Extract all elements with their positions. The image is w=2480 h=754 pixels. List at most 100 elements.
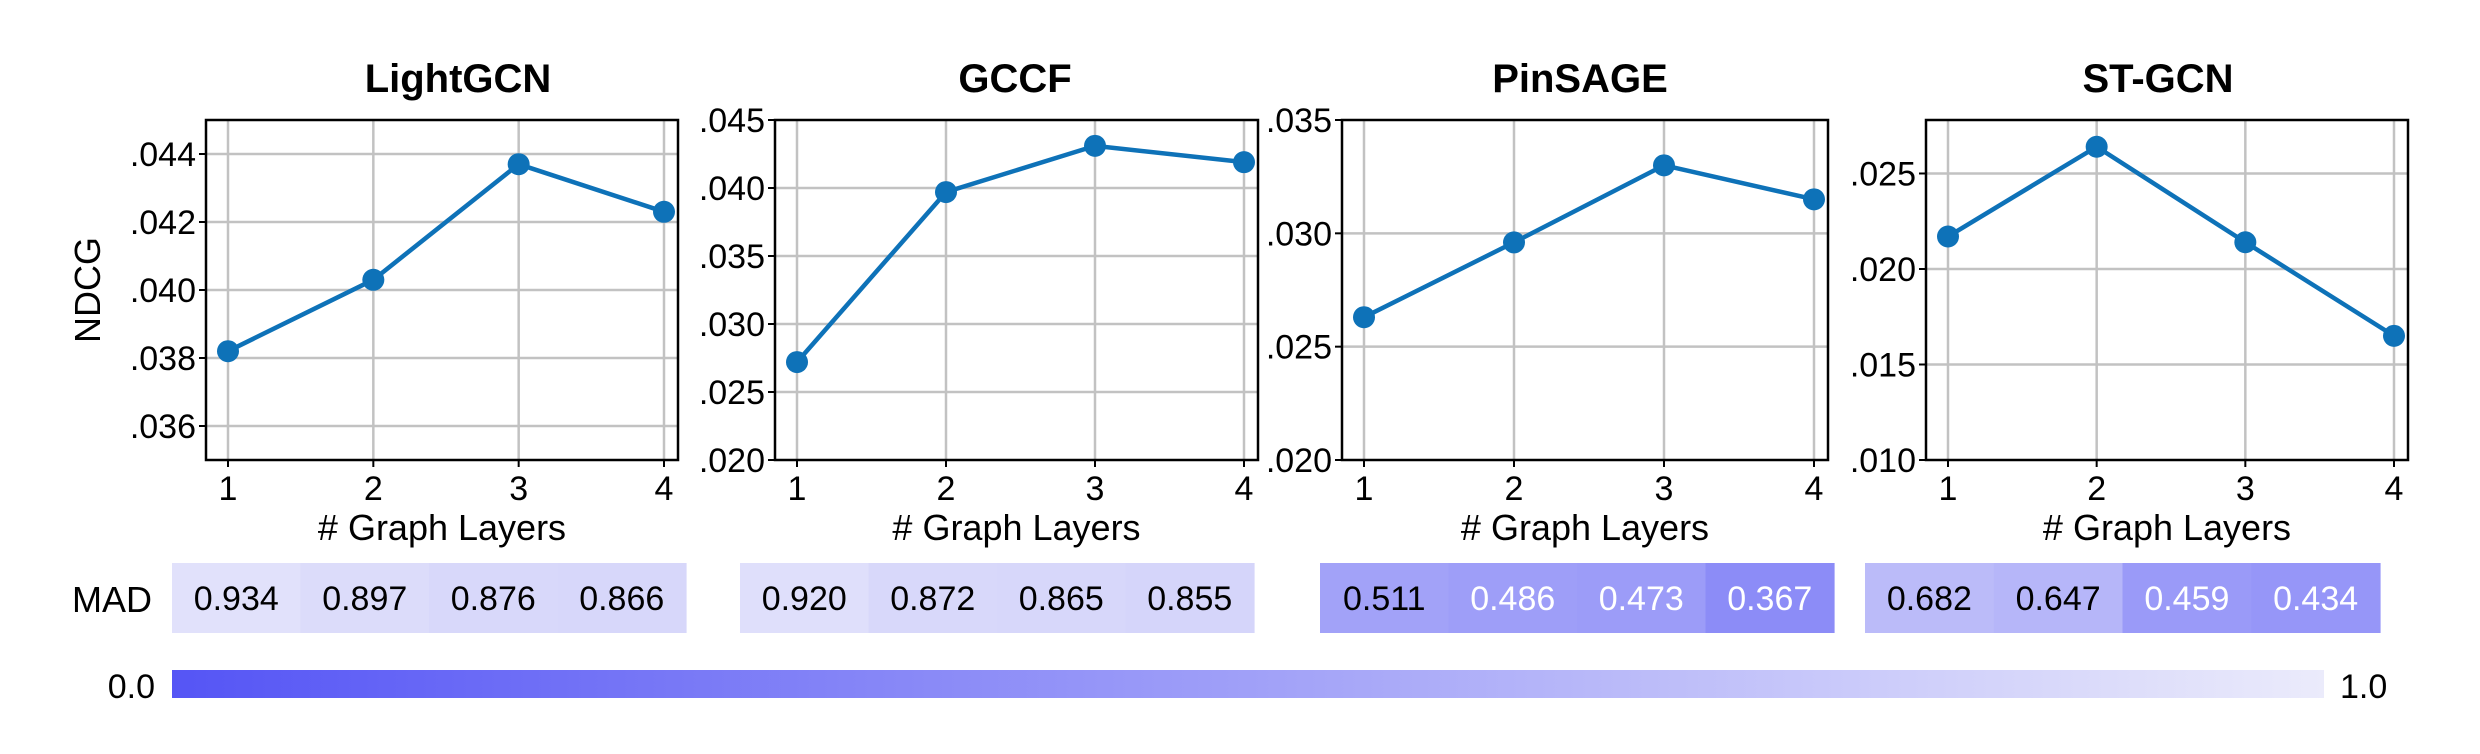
x-tick-label: 2 [1505, 470, 1524, 508]
x-tick-label: 3 [2236, 470, 2255, 508]
panel-4: ST-GCN .010 .015 .020 .025 1 2 3 4 # Graph Layers… [1850, 57, 2410, 633]
mad-cell-value: 0.934 [194, 580, 279, 618]
mad-cell-value: 0.865 [1019, 580, 1104, 618]
data-point [1233, 151, 1255, 174]
x-axis-label: # Graph Layers [892, 507, 1140, 548]
mad-cell-value: 0.367 [1727, 580, 1812, 618]
data-point [2085, 135, 2108, 158]
colorbar: 0.0 1.0 [108, 668, 2388, 706]
mad-cell [557, 563, 687, 633]
panel-1: LightGCN .036 .038 .040 .042 .044 1 2 3 4 # Graph … [67, 57, 687, 633]
mad-cell-value: 0.682 [1887, 580, 1972, 618]
data-point [1084, 134, 1106, 157]
plot-frame [1340, 118, 1830, 462]
x-tick-label: 4 [1235, 470, 1254, 508]
x-tick-label: 2 [2087, 470, 2106, 508]
data-point [786, 351, 808, 374]
y-tick-label: .020 [699, 442, 765, 480]
y-tick-label: .035 [1266, 102, 1332, 140]
mad-cell [997, 563, 1127, 633]
panel-title: LightGCN [365, 57, 552, 101]
y-tick-label: .030 [699, 306, 765, 344]
mad-cell-value: 0.473 [1599, 580, 1684, 618]
data-point [1503, 231, 1525, 254]
data-point [362, 268, 385, 291]
x-tick-label: 1 [1355, 470, 1374, 508]
plot-frame [1924, 118, 2410, 462]
mad-cell-value: 0.876 [451, 580, 536, 618]
data-point [1937, 225, 1959, 248]
mad-cell [2122, 563, 2252, 633]
x-tick-label: 1 [219, 470, 238, 508]
mad-cell-value: 0.459 [2144, 580, 2229, 618]
x-tick-label: 3 [509, 470, 528, 508]
mad-cell-value: 0.866 [579, 580, 664, 618]
x-tick-label: 4 [655, 470, 674, 508]
mad-cell [740, 563, 870, 633]
panel-2: GCCF .020 .025 .030 .035 .040 .045 1 2 3 4 # Graph … [699, 57, 1260, 633]
y-tick-label: .045 [699, 102, 765, 140]
y-tick-label: .025 [1266, 329, 1332, 367]
mad-cell-value: 0.855 [1147, 580, 1232, 618]
mad-cell-value: 0.647 [2016, 580, 2101, 618]
mad-cell-value: 0.511 [1343, 580, 1426, 618]
y-tick-label: .020 [1850, 251, 1916, 289]
panel-title: GCCF [958, 57, 1071, 101]
series-line [227, 161, 665, 354]
colorbar-min-label: 0.0 [108, 668, 155, 706]
mad-cell [1448, 563, 1578, 633]
mad-cell [429, 563, 559, 633]
y-tick-label: .020 [1266, 442, 1332, 480]
mad-cell [1865, 563, 1995, 633]
panel-3: PinSAGE .020 .025 .030 .035 1 2 3 4 # Graph Layer… [1266, 57, 1835, 633]
data-point [217, 340, 239, 363]
mad-cell-value: 0.897 [322, 580, 407, 618]
data-point [1803, 188, 1825, 211]
series-line [795, 143, 1245, 364]
data-point [2383, 324, 2405, 347]
data-point [653, 200, 675, 223]
series-line [1946, 144, 2396, 338]
y-tick-label: .035 [699, 238, 765, 276]
mad-cell-value: 0.486 [1470, 580, 1555, 618]
colorbar-gradient [172, 670, 2324, 698]
series-line [1362, 163, 1815, 320]
x-tick-label: 2 [937, 470, 956, 508]
y-axis-label: NDCG [67, 237, 108, 343]
plot-frame [773, 118, 1260, 462]
x-tick-label: 1 [788, 470, 807, 508]
mad-cell [2251, 563, 2381, 633]
y-tick-label: .042 [130, 204, 196, 242]
mad-cell-value: 0.434 [2273, 580, 2358, 618]
y-tick-label: .038 [130, 340, 196, 378]
x-tick-label: 3 [1086, 470, 1105, 508]
x-tick-label: 3 [1655, 470, 1674, 508]
panel-title: PinSAGE [1492, 57, 1668, 101]
colorbar-max-label: 1.0 [2340, 668, 2387, 706]
data-point [935, 181, 957, 204]
x-axis-label: # Graph Layers [2043, 507, 2291, 548]
y-tick-label: .025 [699, 374, 765, 412]
x-axis-label: # Graph Layers [1461, 507, 1709, 548]
data-point [507, 153, 530, 176]
y-tick-label: .030 [1266, 215, 1332, 253]
x-tick-label: 2 [364, 470, 383, 508]
mad-cell [1320, 563, 1450, 633]
mad-cell [300, 563, 430, 633]
mad-cell [172, 563, 302, 633]
data-point [1653, 154, 1675, 177]
x-tick-label: 1 [1939, 470, 1958, 508]
panel-title: ST-GCN [2082, 57, 2233, 101]
y-tick-label: .010 [1850, 442, 1916, 480]
x-tick-label: 4 [1805, 470, 1824, 508]
mad-row-label: MAD [72, 579, 152, 620]
y-tick-label: .044 [130, 136, 196, 174]
y-tick-label: .040 [699, 170, 765, 208]
data-point [1353, 306, 1375, 329]
y-tick-label: .040 [130, 272, 196, 310]
data-point [2234, 231, 2257, 254]
x-tick-label: 4 [2385, 470, 2404, 508]
mad-cell [1993, 563, 2124, 633]
y-tick-label: .036 [130, 408, 196, 446]
mad-cell [868, 563, 998, 633]
